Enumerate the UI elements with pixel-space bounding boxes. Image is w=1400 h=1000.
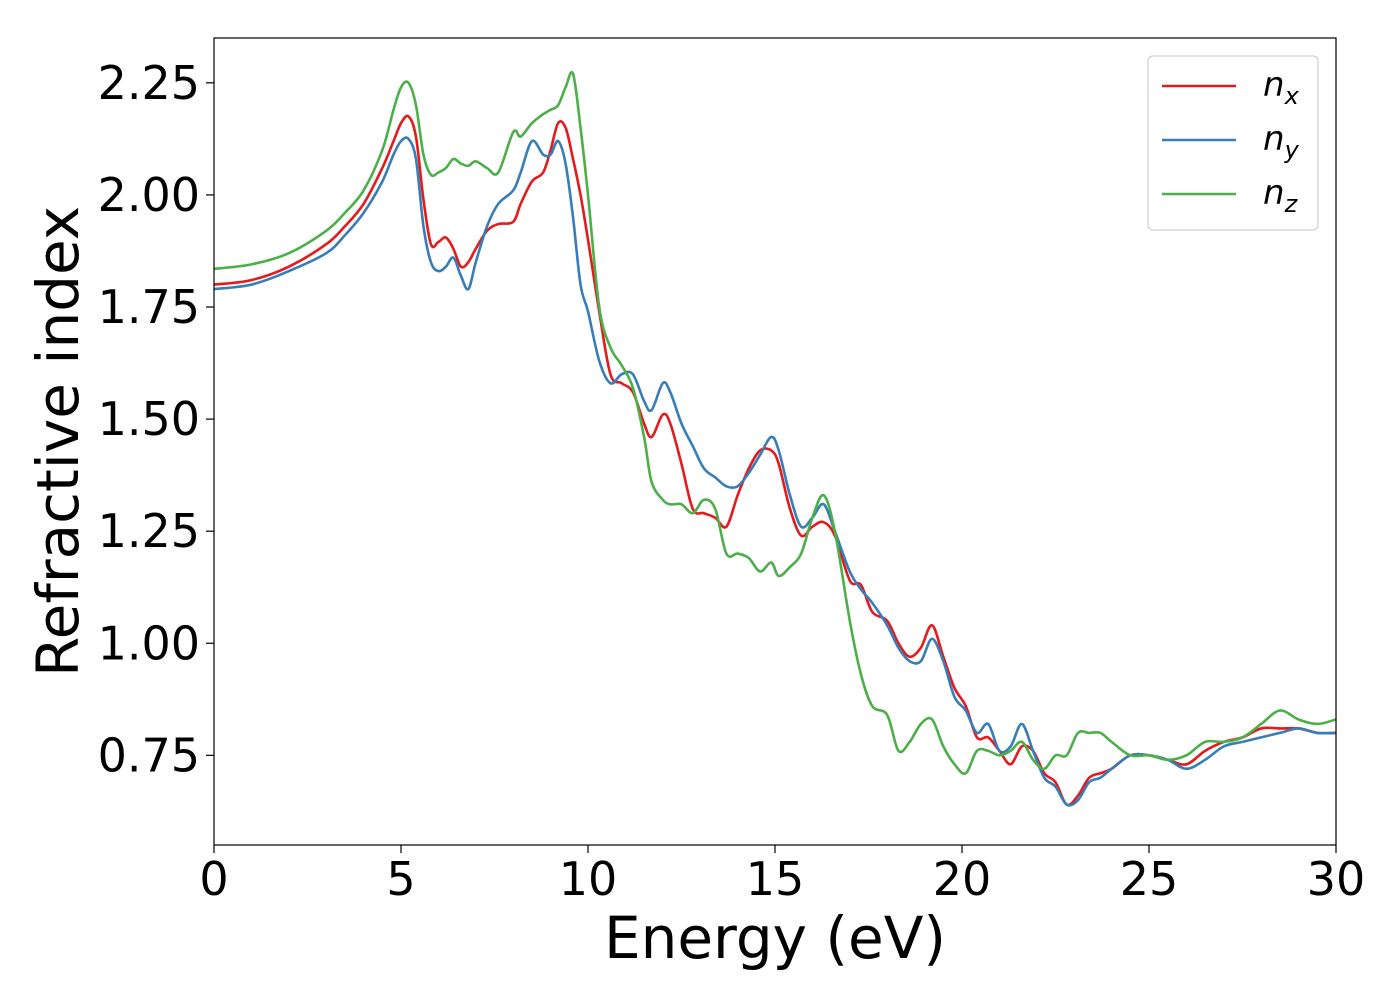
x-tick-label: 5	[386, 852, 415, 906]
series-line-z	[214, 71, 1336, 775]
x-tick-label: 20	[933, 852, 992, 906]
y-tick-label: 0.75	[98, 728, 200, 782]
y-axis-title: Refractive index	[24, 206, 92, 677]
x-axis-ticks: 0 5 10 15 20 25 30	[199, 845, 1365, 906]
legend: nx ny nz	[1147, 55, 1319, 231]
plot-lines	[214, 71, 1336, 807]
legend-label-y: ny	[1263, 119, 1300, 164]
x-tick-label: 15	[746, 852, 805, 906]
y-tick-label: 1.00	[98, 616, 200, 670]
y-tick-label: 1.50	[98, 392, 200, 446]
y-tick-label: 1.25	[98, 504, 200, 558]
y-tick-label: 2.25	[98, 56, 200, 110]
x-tick-label: 0	[199, 852, 228, 906]
x-tick-label: 25	[1120, 852, 1179, 906]
y-tick-label: 2.00	[98, 168, 200, 222]
x-axis-title: Energy (eV)	[604, 904, 946, 972]
x-tick-label: 10	[559, 852, 618, 906]
legend-box	[1147, 55, 1319, 231]
legend-label-x: nx	[1263, 65, 1300, 110]
y-axis-ticks: 0.75 1.00 1.25 1.50 1.75 2.00 2.25	[98, 56, 214, 782]
x-tick-label: 30	[1307, 852, 1366, 906]
y-tick-label: 1.75	[98, 280, 200, 334]
legend-label-z: nz	[1263, 173, 1299, 218]
series-line-y	[214, 136, 1336, 807]
